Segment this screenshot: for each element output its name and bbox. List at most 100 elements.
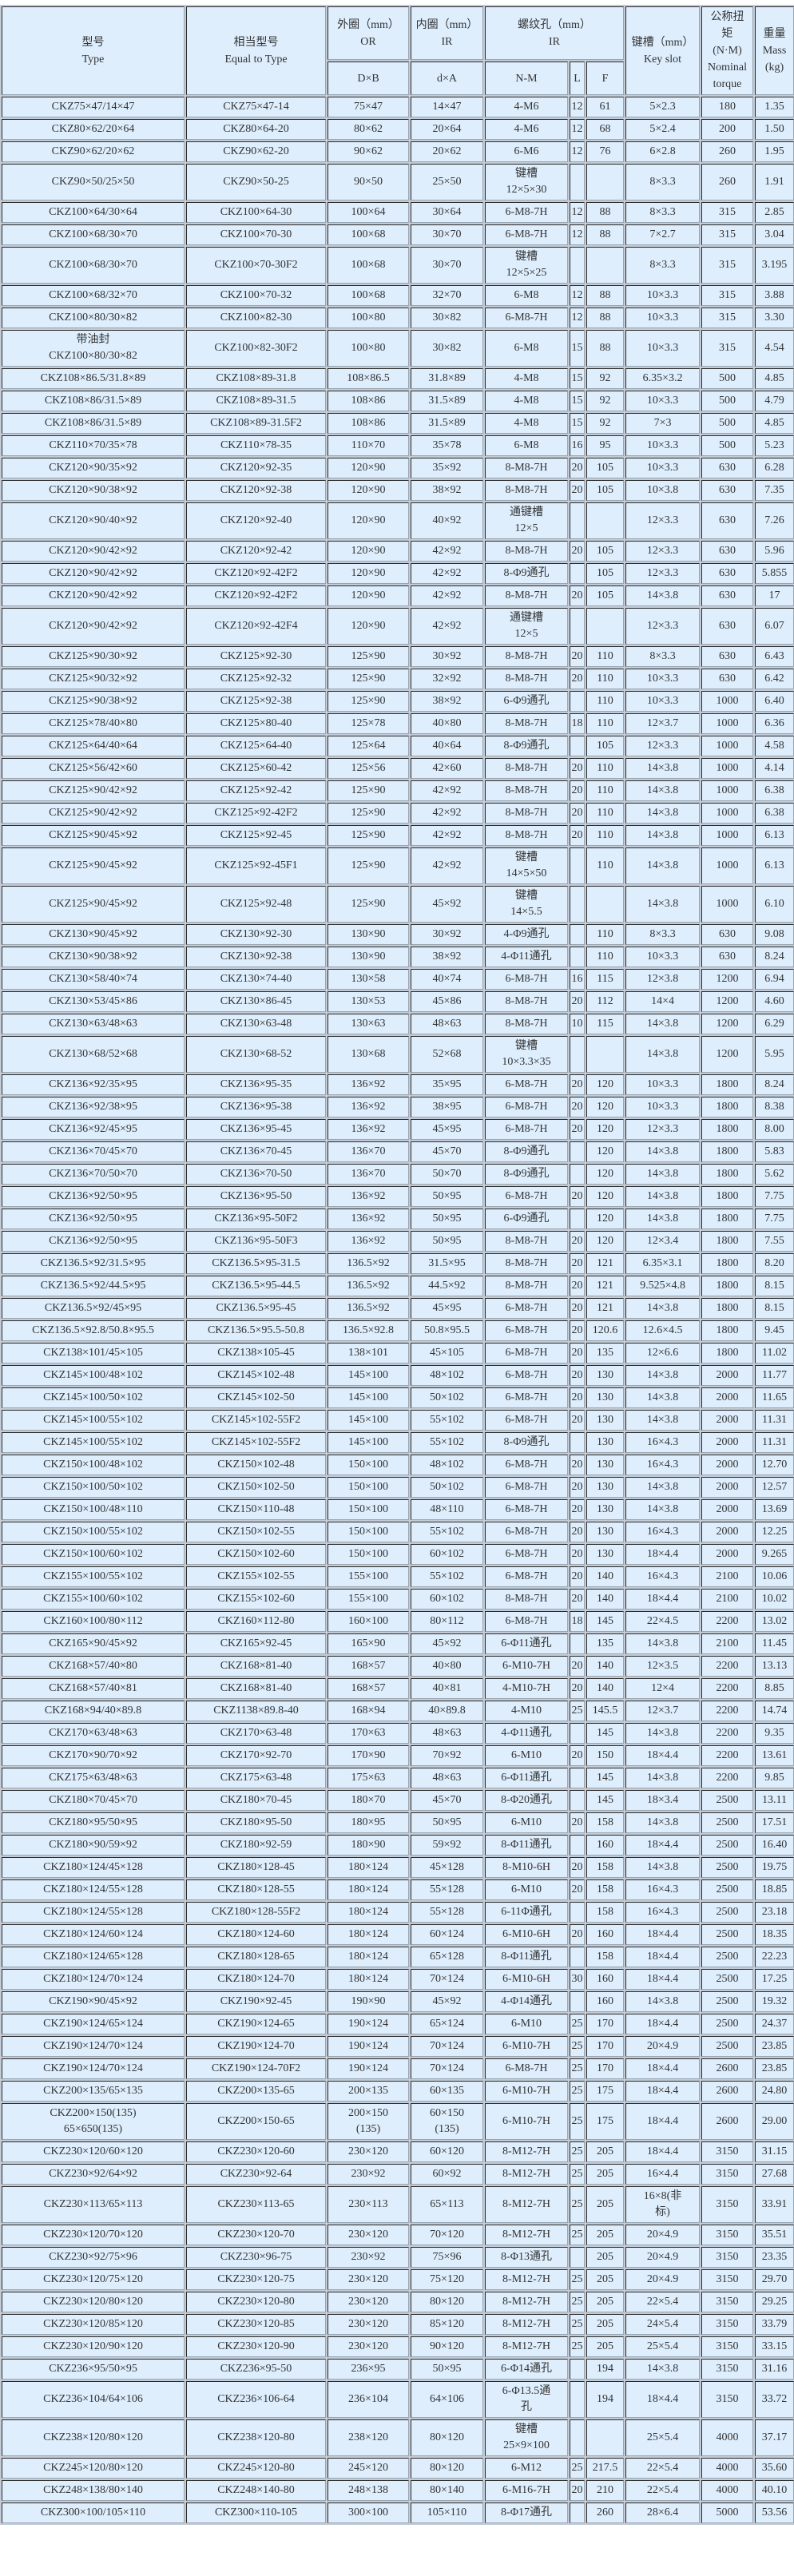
- cell-f: 115: [586, 969, 625, 990]
- cell-equal-to-type: CKZ230×120-75: [186, 2269, 326, 2290]
- cell-equal-to-type: CKZ125×92-32: [186, 669, 326, 689]
- cell-nominal-torque: 1800: [701, 1298, 754, 1319]
- cell-key-slot: 8×3.3: [625, 646, 701, 667]
- cell-nominal-torque: 1800: [701, 1276, 754, 1296]
- table-row: CKZ230×120/85×120 CKZ230×120-85 230×120 85×…: [2, 2314, 794, 2335]
- cell-nominal-torque: 1800: [701, 1186, 754, 1207]
- cell-equal-to-type: CKZ130×68-52: [186, 1036, 326, 1073]
- cell-key-slot: 18×4.4: [625, 1969, 701, 1990]
- cell-type: CKZ245×120/80×120: [2, 2458, 185, 2479]
- cell-equal-to-type: CKZ168×81-40: [186, 1656, 326, 1677]
- cell-f: 110: [586, 924, 625, 945]
- cell-l: 16: [570, 435, 585, 456]
- cell-outer-ring: 125×90: [328, 803, 409, 824]
- cell-inner-ring: 65×113: [411, 2186, 483, 2223]
- cell-outer-ring: 130×63: [328, 1014, 409, 1034]
- cell-type: CKZ125×90/30×92: [2, 646, 185, 667]
- cell-key-slot: 8×3.3: [625, 164, 701, 200]
- cell-l: 15: [570, 391, 585, 411]
- cell-l: 12: [570, 141, 585, 162]
- cell-nominal-torque: 3150: [701, 2336, 754, 2357]
- cell-mass: 8.00: [755, 1119, 794, 1140]
- cell-l: 20: [570, 669, 585, 689]
- cell-type: CKZ100×68/32×70: [2, 285, 185, 306]
- cell-n-m: 6-M8-7H: [485, 1119, 568, 1140]
- cell-f: 120: [586, 1164, 625, 1185]
- cell-equal-to-type: CKZ120×92-42F2: [186, 585, 326, 606]
- cell-mass: 12.70: [755, 1455, 794, 1475]
- cell-key-slot: 18×4.4: [625, 1835, 701, 1856]
- cell-key-slot: 18×4.4: [625, 2058, 701, 2079]
- cell-type: CKZ168×57/40×81: [2, 1678, 185, 1699]
- cell-l: 20: [570, 480, 585, 501]
- cell-f: 110: [586, 825, 625, 846]
- cell-l: 25: [570, 2186, 585, 2223]
- cell-n-m: 8-Φ20通孔: [485, 1790, 568, 1811]
- cell-n-m: 6-M8-7H: [485, 1499, 568, 1520]
- cell-n-m: 4-M6: [485, 97, 568, 117]
- cell-equal-to-type: CKZ150×110-48: [186, 1499, 326, 1520]
- cell-mass: 6.13: [755, 825, 794, 846]
- cell-nominal-torque: 2500: [701, 1902, 754, 1923]
- cell-nominal-torque: 630: [701, 947, 754, 967]
- table-row: CKZ175×63/48×63 CKZ175×63-48 175×63 48×63 6-…: [2, 1768, 794, 1788]
- cell-key-slot: 12×3.3: [625, 563, 701, 584]
- cell-type: CKZ180×124/55×128: [2, 1879, 185, 1900]
- cell-key-slot: 18×4.4: [625, 1544, 701, 1565]
- cell-nominal-torque: 2100: [701, 1633, 754, 1654]
- table-row: CKZ236×104/64×106 CKZ236×106-64 236×104 64×…: [2, 2381, 794, 2418]
- cell-inner-ring: 45×95: [411, 1119, 483, 1140]
- cell-equal-to-type: CKZ125×60-42: [186, 758, 326, 779]
- cell-outer-ring: 200×150 (135): [328, 2103, 409, 2140]
- cell-inner-ring: 31.8×89: [411, 368, 483, 389]
- cell-outer-ring: 168×57: [328, 1678, 409, 1699]
- table-row: CKZ130×53/45×86 CKZ130×86-45 130×53 45×86 8-…: [2, 991, 794, 1012]
- cell-n-m: 6-M8-7H: [485, 1455, 568, 1475]
- cell-equal-to-type: CKZ125×64-40: [186, 736, 326, 756]
- cell-inner-ring: 44.5×92: [411, 1276, 483, 1296]
- cell-n-m: 键槽 25×9×100: [485, 2419, 568, 2456]
- cell-equal-to-type: CKZ136×95-50: [186, 1186, 326, 1207]
- cell-mass: 35.51: [755, 2225, 794, 2245]
- cell-n-m: 6-M8-7H: [485, 1343, 568, 1363]
- cell-inner-ring: 59×92: [411, 1835, 483, 1856]
- cell-mass: 8.24: [755, 1074, 794, 1095]
- cell-inner-ring: 45×92: [411, 1991, 483, 2012]
- cell-mass: 4.85: [755, 413, 794, 434]
- cell-inner-ring: 55×102: [411, 1566, 483, 1587]
- table-row: CKZ165×90/45×92 CKZ165×92-45 165×90 45×92 6-…: [2, 1633, 794, 1654]
- table-row: CKZ168×57/40×80 CKZ168×81-40 168×57 40×80 6-…: [2, 1656, 794, 1677]
- cell-mass: 19.75: [755, 1857, 794, 1878]
- table-row: CKZ180×124/55×128 CKZ180×128-55 180×124 55×…: [2, 1879, 794, 1900]
- cell-f: 88: [586, 330, 625, 367]
- cell-l: [570, 563, 585, 584]
- cell-inner-ring: 25×50: [411, 164, 483, 200]
- cell-n-m: 8-M12-7H: [485, 2292, 568, 2312]
- table-row: CKZ160×100/80×112 CKZ160×112-80 160×100 80×…: [2, 1611, 794, 1632]
- cell-outer-ring: 230×113: [328, 2186, 409, 2223]
- cell-mass: 29.25: [755, 2292, 794, 2312]
- cell-mass: 6.13: [755, 847, 794, 884]
- cell-type: CKZ190×124/70×124: [2, 2058, 185, 2079]
- cell-inner-ring: 80×120: [411, 2292, 483, 2312]
- cell-nominal-torque: 630: [701, 608, 754, 645]
- cell-nominal-torque: 2500: [701, 1924, 754, 1945]
- cell-n-m: 6-M8-7H: [485, 1298, 568, 1319]
- cell-outer-ring: 130×68: [328, 1036, 409, 1073]
- cell-nominal-torque: 200: [701, 119, 754, 140]
- cell-outer-ring: 230×120: [328, 2225, 409, 2245]
- cell-inner-ring: 45×105: [411, 1343, 483, 1363]
- cell-type: CKZ130×53/45×86: [2, 991, 185, 1012]
- cell-type: CKZ120×90/42×92: [2, 608, 185, 645]
- table-row: CKZ80×62/20×64 CKZ80×64-20 80×62 20×64 4-M6 1…: [2, 119, 794, 140]
- cell-f: 130: [586, 1387, 625, 1408]
- cell-nominal-torque: 1800: [701, 1343, 754, 1363]
- cell-equal-to-type: CKZ190×124-70: [186, 2036, 326, 2057]
- table-row: CKZ238×120/80×120 CKZ238×120-80 238×120 80×…: [2, 2419, 794, 2456]
- table-row: CKZ125×64/40×64 CKZ125×64-40 125×64 40×64 8-…: [2, 736, 794, 756]
- cell-type: CKZ230×92/75×96: [2, 2247, 185, 2268]
- cell-type: CKZ145×100/48×102: [2, 1365, 185, 1386]
- cell-key-slot: 7×2.7: [625, 224, 701, 245]
- cell-l: 25: [570, 2269, 585, 2290]
- cell-l: 20: [570, 1074, 585, 1095]
